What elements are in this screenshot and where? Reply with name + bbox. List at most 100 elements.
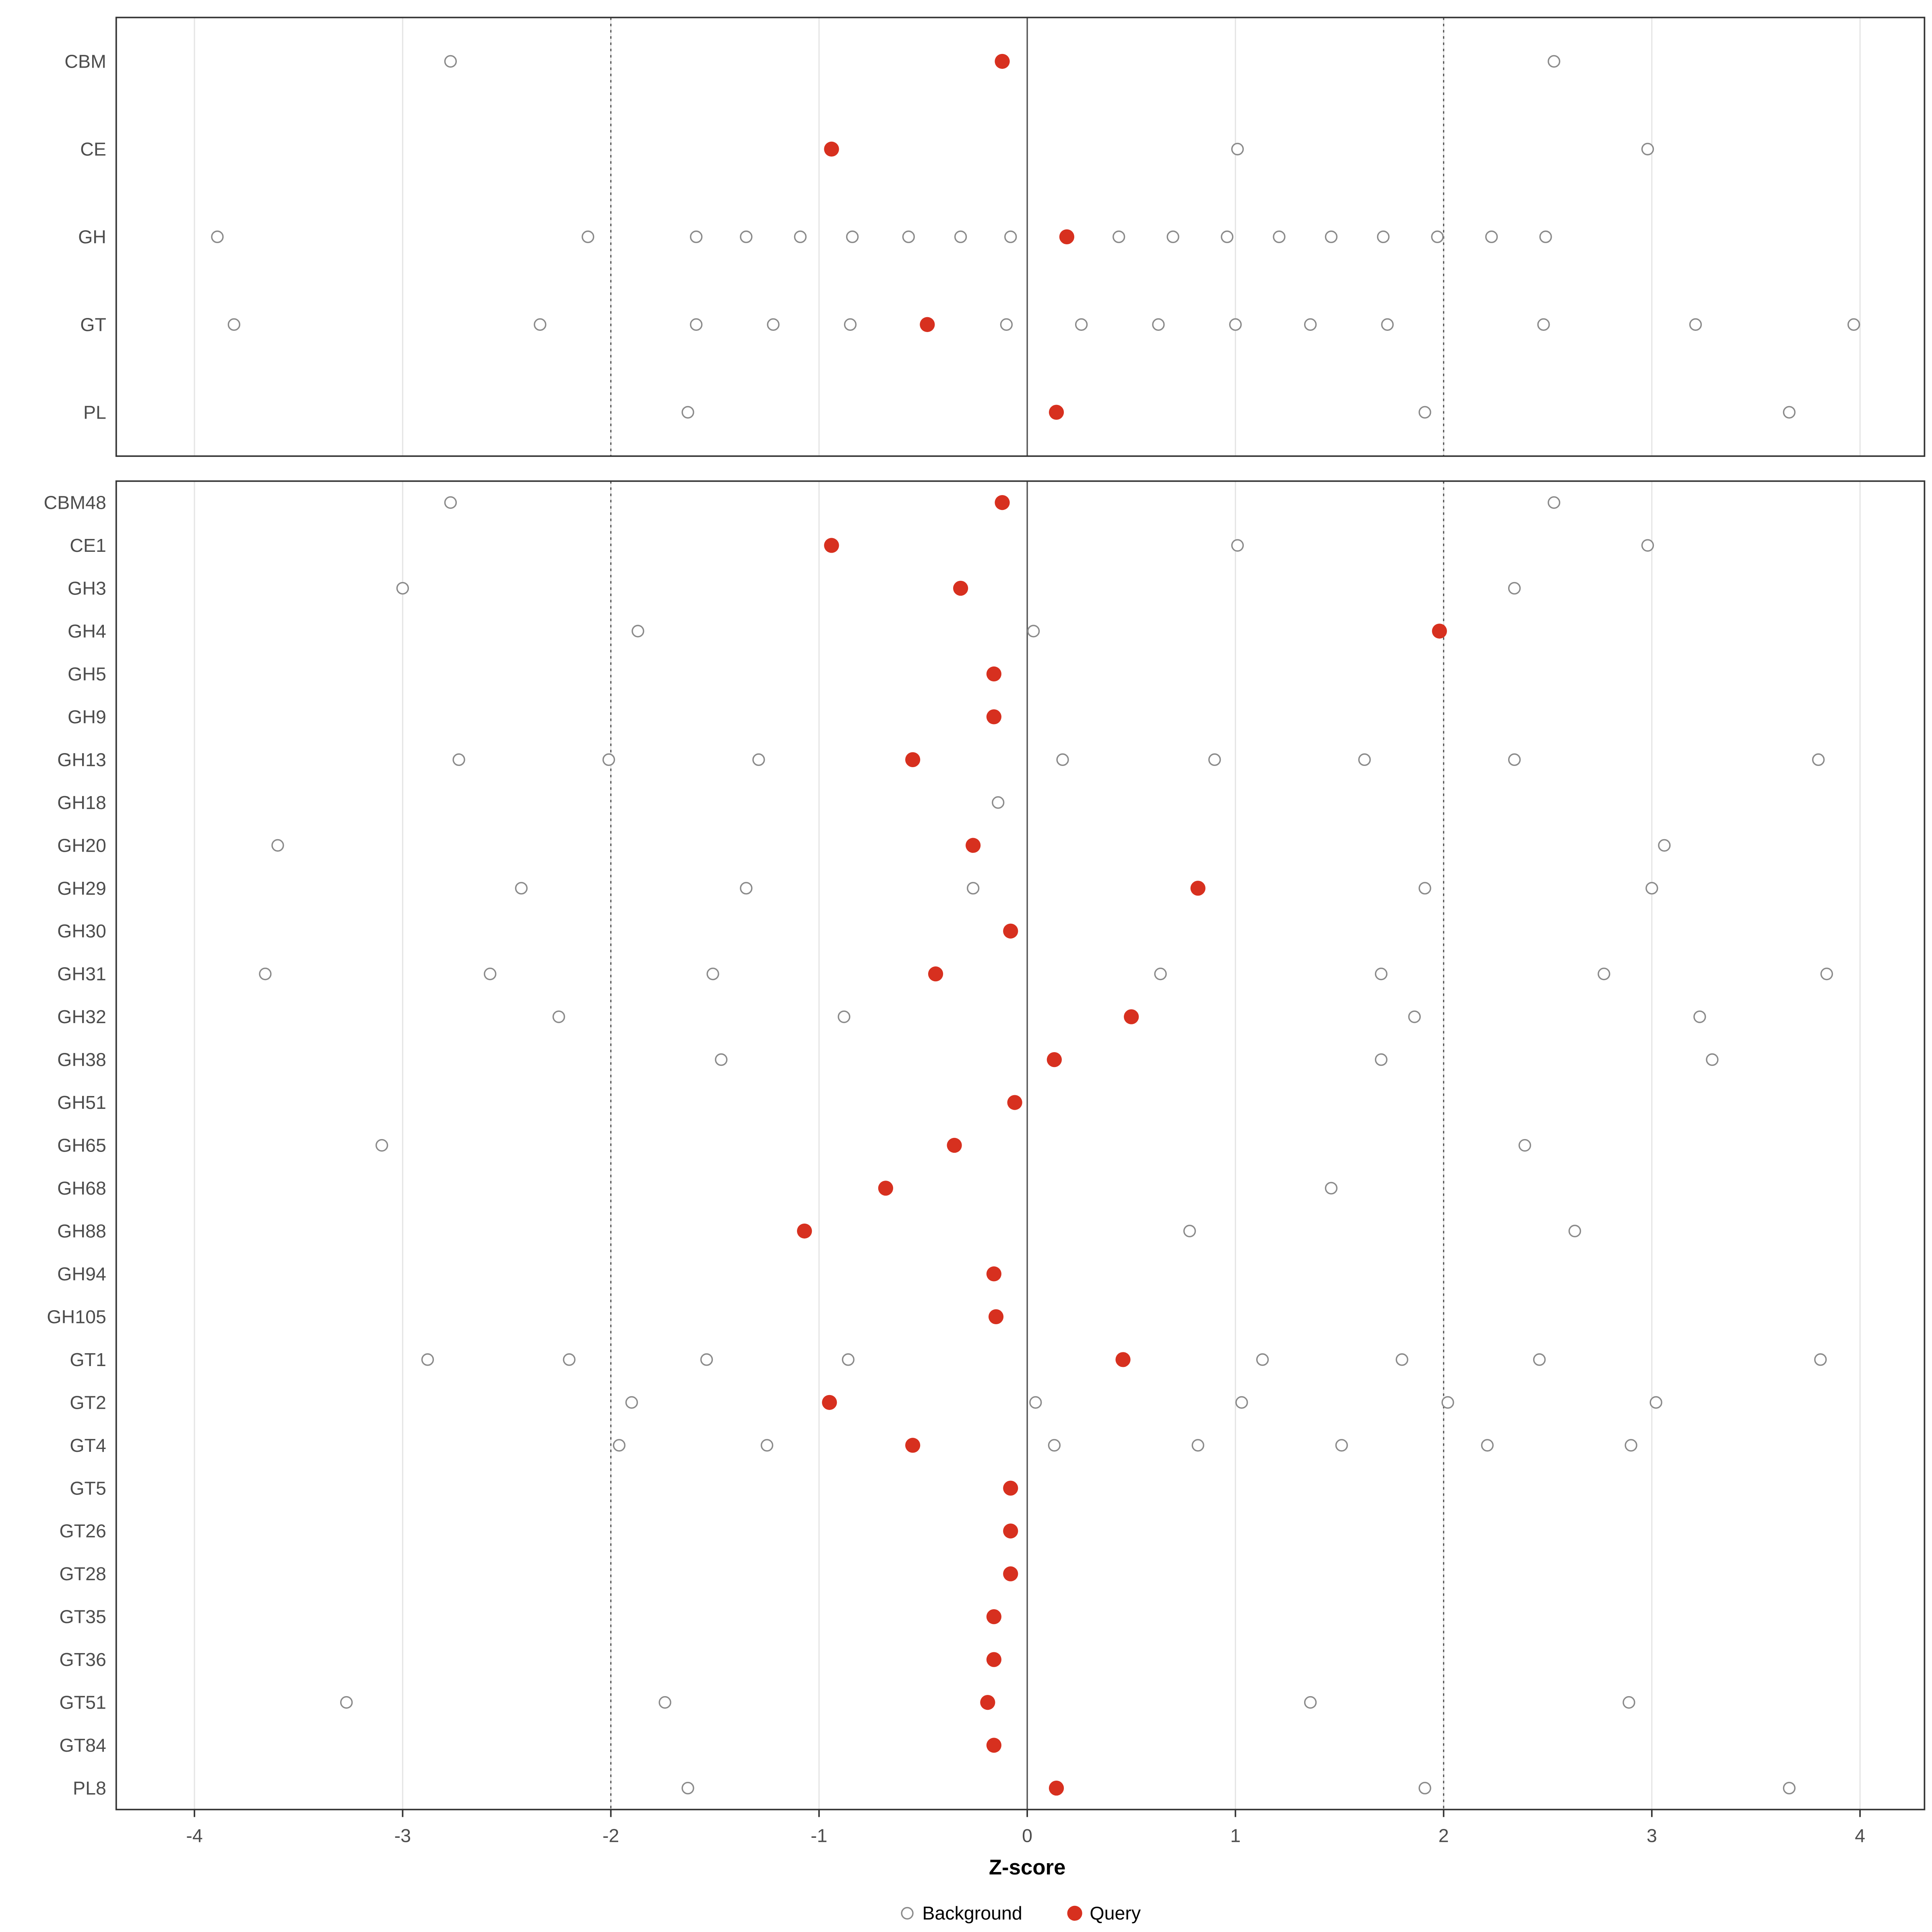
row-label-GH5: GH5 [68, 663, 106, 684]
background-point [1641, 142, 1654, 156]
background-point [1658, 839, 1671, 852]
background-point [1231, 539, 1244, 552]
query-point [1049, 405, 1064, 420]
background-point [1812, 753, 1825, 766]
x-tick-label--4: -4 [186, 1825, 202, 1846]
row-label-GT28: GT28 [59, 1563, 106, 1584]
background-point [752, 753, 765, 766]
query-point [1049, 1780, 1064, 1796]
query-point [824, 141, 839, 157]
background-point [681, 406, 694, 419]
background-point [1027, 625, 1040, 638]
row-label-CBM: CBM [64, 51, 106, 72]
query-point [988, 1309, 1004, 1325]
background-point [1325, 1182, 1338, 1195]
background-point [625, 1396, 638, 1409]
row-label-GH65: GH65 [57, 1135, 106, 1156]
background-point [396, 582, 409, 595]
x-tick-label-4: 4 [1855, 1825, 1865, 1846]
background-point [715, 1053, 728, 1066]
row-label-GT4: GT4 [70, 1435, 106, 1456]
query-point [953, 580, 968, 596]
query-point [797, 1223, 812, 1239]
x-tick-label-0: 0 [1022, 1825, 1032, 1846]
background-point [1508, 753, 1521, 766]
background-point [1441, 1396, 1454, 1409]
background-point [1548, 55, 1560, 68]
query-point [1003, 1523, 1018, 1539]
background-point [1649, 1396, 1662, 1409]
x-tick-label--2: -2 [603, 1825, 619, 1846]
query-point [928, 966, 943, 982]
background-point [1847, 318, 1860, 331]
background-point [227, 318, 241, 331]
background-point [444, 496, 457, 509]
x-tick-label-3: 3 [1647, 1825, 1657, 1846]
query-point [986, 1609, 1002, 1624]
background-point [1783, 406, 1796, 419]
query-point [1003, 1566, 1018, 1581]
background-point [271, 839, 284, 852]
row-label-GT1: GT1 [70, 1349, 106, 1370]
panel-class: CBM CE GH GT PL [64, 17, 1926, 457]
background-point [340, 1696, 353, 1709]
panel-family: CBM48 CE1 GH3 GH4 GH5 GH9 GH13 GH18 GH20 GH29 GH30… [44, 480, 1926, 1810]
row-label-CE1: CE1 [70, 535, 106, 556]
background-point [1304, 1696, 1317, 1709]
query-point [1059, 229, 1075, 244]
background-point [1113, 230, 1125, 244]
query-point [878, 1181, 894, 1196]
row-label-GH20: GH20 [57, 835, 106, 856]
background-point [1358, 753, 1371, 766]
row-label-GT51: GT51 [59, 1692, 106, 1713]
background-point [1256, 1353, 1269, 1366]
background-point [1221, 230, 1234, 244]
background-point [259, 968, 272, 980]
background-point [1548, 496, 1560, 509]
background-point [1418, 882, 1431, 895]
background-point [690, 230, 703, 244]
background-point [1508, 582, 1521, 595]
row-label-GH31: GH31 [57, 964, 106, 985]
background-point [846, 230, 859, 244]
row-label-GH105: GH105 [47, 1306, 106, 1327]
query-point [986, 1652, 1002, 1667]
background-point [1706, 1053, 1719, 1066]
row-label-GT36: GT36 [59, 1649, 106, 1670]
background-point [1377, 230, 1390, 244]
legend: Background Query [901, 1903, 1141, 1924]
background-point [1183, 1224, 1196, 1238]
background-point [706, 968, 719, 980]
background-point [1235, 1396, 1248, 1409]
query-point [1190, 881, 1205, 896]
background-point [992, 796, 1005, 809]
query-point [995, 54, 1010, 69]
background-point [1375, 968, 1388, 980]
query-point [822, 1395, 837, 1410]
background-point [534, 318, 547, 331]
background-point [1518, 1139, 1532, 1152]
query-point [1003, 1480, 1018, 1496]
row-label-GH68: GH68 [57, 1178, 106, 1199]
background-point [613, 1439, 625, 1452]
panels-root: CBM CE GH GT PL CBM48 CE1 GH3 GH4 GH5 GH9 GH13 GH18 G… [44, 17, 1926, 1846]
background-point [1418, 406, 1431, 419]
background-point [1152, 318, 1165, 331]
background-point [515, 882, 528, 895]
background-point [632, 625, 644, 638]
legend-background-marker-icon [901, 1907, 914, 1920]
background-point [1568, 1224, 1581, 1238]
background-point [1229, 318, 1242, 331]
background-point [1000, 318, 1013, 331]
background-point [1537, 318, 1550, 331]
row-label-GH38: GH38 [57, 1049, 106, 1070]
background-point [1004, 230, 1017, 244]
x-tick-label--1: -1 [811, 1825, 827, 1846]
background-point [842, 1353, 855, 1366]
x-tick-label-1: 1 [1230, 1825, 1241, 1846]
background-point [1208, 753, 1221, 766]
query-point [966, 838, 981, 853]
background-point [760, 1439, 774, 1452]
